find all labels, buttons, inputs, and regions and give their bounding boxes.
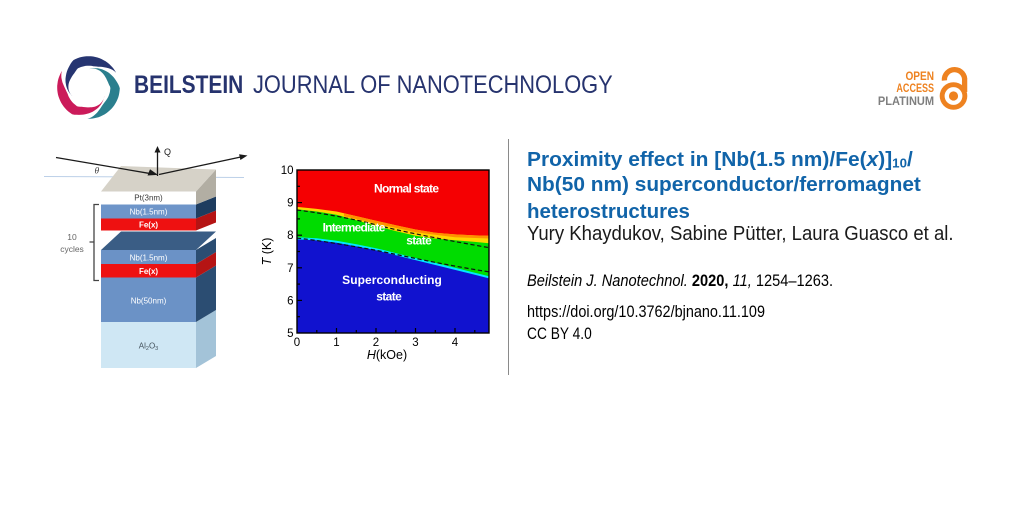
svg-text:Pt(3nm): Pt(3nm) (134, 194, 163, 203)
svg-text:Q: Q (164, 147, 171, 157)
svg-text:8: 8 (287, 230, 293, 242)
svg-text:7: 7 (287, 263, 293, 275)
svg-text:0: 0 (294, 337, 300, 349)
svg-text:Intermediate: Intermediate (323, 221, 386, 235)
svg-text:6: 6 (287, 295, 293, 307)
svg-text:Fe(x): Fe(x) (139, 221, 158, 230)
svg-text:1: 1 (333, 337, 339, 349)
svg-text:10: 10 (281, 165, 294, 177)
svg-text:Normal state: Normal state (374, 182, 439, 196)
svg-text:state: state (406, 234, 432, 248)
svg-text:Fe(x): Fe(x) (139, 267, 158, 276)
svg-text:Nb(1.5nm): Nb(1.5nm) (130, 253, 168, 262)
svg-text:cycles: cycles (60, 244, 84, 254)
svg-text:Nb(50nm): Nb(50nm) (131, 296, 167, 305)
svg-text:5: 5 (287, 328, 293, 340)
svg-text:2: 2 (373, 337, 379, 349)
svg-text:T (K): T (K) (262, 238, 274, 266)
svg-text:Nb(1.5nm): Nb(1.5nm) (130, 208, 168, 217)
svg-text:Superconducting: Superconducting (342, 273, 442, 287)
svg-text:Al2O3: Al2O3 (139, 342, 158, 353)
svg-text:3: 3 (412, 337, 418, 349)
svg-text:10: 10 (67, 232, 77, 242)
svg-text:θ: θ (95, 167, 100, 177)
svg-text:H(kOe): H(kOe) (367, 348, 407, 362)
svg-text:9: 9 (287, 198, 293, 210)
svg-text:state: state (376, 290, 402, 304)
svg-text:4: 4 (452, 337, 459, 349)
